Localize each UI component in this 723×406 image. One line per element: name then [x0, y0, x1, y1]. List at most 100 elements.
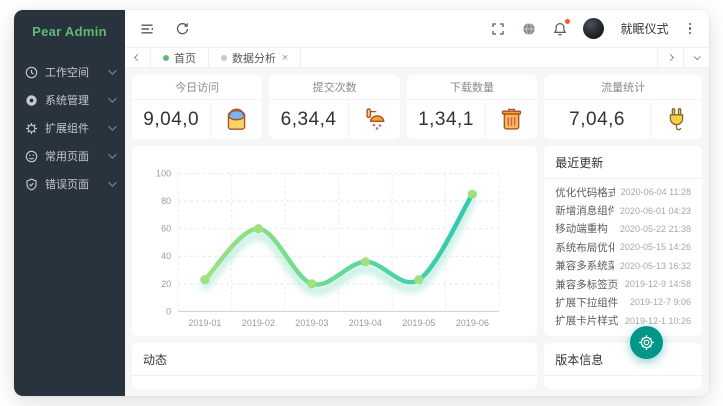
update-list-item[interactable]: 扩展下拉组件 2019-12-7 9:06	[555, 295, 691, 310]
stat-value: 9,04,0	[143, 108, 200, 130]
topbar-left	[139, 21, 189, 36]
visits-line-chart: 0 20 40 60 80 100 2019-01 2019-02 2019-03 2019-04…	[156, 169, 500, 328]
stat-card-traffic: 流量统计 7,04,6	[544, 75, 702, 139]
svg-text:2019-01: 2019-01	[188, 318, 221, 328]
stat-title: 提交次数	[269, 75, 400, 100]
update-time: 2020-05-15 14:26	[619, 242, 691, 253]
inactive-tab-dot	[221, 54, 227, 61]
tab-home[interactable]: 首页	[151, 48, 209, 67]
recent-updates-title: 最近更新	[544, 146, 702, 179]
tabbar-spacer	[301, 48, 657, 67]
tab-close-icon[interactable]: ×	[282, 51, 289, 64]
svg-text:2019-06: 2019-06	[456, 318, 489, 328]
tab-label: 首页	[174, 52, 196, 65]
plug-icon	[649, 100, 702, 139]
update-list-item[interactable]: 兼容多标签页切换 2019-12-9 14:58	[555, 277, 691, 292]
recent-updates-panel: 最近更新 优化代码格式 2020-06-04 11:28 新增消息组件 2020…	[544, 146, 702, 336]
fullscreen-icon[interactable]	[490, 21, 505, 36]
notifications-bell-icon[interactable]	[552, 19, 571, 36]
paint-bucket-icon	[210, 100, 262, 139]
svg-text:2019-03: 2019-03	[295, 318, 328, 328]
dashboard-content: 今日访问 9,04,0 提交次数 6,34,4 下载数量	[125, 68, 709, 396]
chevron-down-icon	[108, 150, 117, 159]
svg-text:40: 40	[161, 251, 171, 261]
stat-title: 今日访问	[132, 75, 263, 100]
update-list-item[interactable]: 新增消息组件 2020-06-01 04:23	[555, 203, 691, 218]
language-globe-icon[interactable]	[521, 21, 536, 36]
svg-text:2019-02: 2019-02	[242, 318, 275, 328]
sidebar-item-system[interactable]: 系统管理	[14, 86, 125, 114]
user-avatar[interactable]	[583, 18, 605, 39]
chevron-down-icon	[108, 94, 117, 103]
sidebar-item-label: 工作空间	[45, 67, 89, 79]
app-window: Pear Admin 工作空间 系统管理 扩展组件	[14, 10, 709, 396]
refresh-icon[interactable]	[174, 21, 189, 36]
update-label: 系统布局优化	[555, 241, 614, 254]
activity-panel: 动态	[132, 343, 538, 389]
svg-text:60: 60	[161, 224, 171, 234]
version-panel: 版本信息	[544, 343, 702, 389]
system-settings-icon	[25, 94, 38, 107]
stat-value: 6,34,4	[280, 108, 337, 130]
components-gear-icon	[25, 122, 38, 135]
update-time: 2019-12-1 10:26	[624, 315, 691, 326]
collapse-menu-icon[interactable]	[139, 21, 154, 36]
main-area: 就眠仪式 首页 数据分析 × 今日访问 9,	[125, 10, 709, 396]
stat-card-downloads: 下载数量 1,34,1	[406, 75, 538, 139]
sidebar-item-label: 扩展组件	[45, 123, 89, 135]
brand-logo[interactable]: Pear Admin	[32, 23, 107, 39]
svg-text:20: 20	[161, 279, 171, 289]
update-list-item[interactable]: 扩展卡片样式 2019-12-1 10:26	[555, 313, 691, 328]
update-label: 新增消息组件	[555, 205, 614, 218]
stat-value: 1,34,1	[418, 108, 474, 130]
workspace-clock-icon	[25, 66, 38, 79]
stat-card-submits: 提交次数 6,34,4	[269, 75, 400, 139]
updates-list: 优化代码格式 2020-06-04 11:28 新增消息组件 2020-06-0…	[544, 179, 702, 336]
chevron-down-icon	[108, 122, 117, 131]
error-shield-icon	[25, 178, 38, 191]
sidebar-item-workspace[interactable]: 工作空间	[14, 58, 125, 86]
update-label: 优化代码格式	[555, 186, 615, 199]
shower-icon	[347, 100, 400, 139]
tabs-scroll-left[interactable]	[125, 48, 151, 67]
update-label: 扩展卡片样式	[555, 315, 619, 328]
svg-text:100: 100	[156, 169, 171, 179]
active-tab-dot	[163, 54, 169, 61]
username[interactable]: 就眠仪式	[620, 22, 669, 36]
activity-title: 动态	[132, 343, 538, 376]
update-time: 2020-05-22 21:38	[619, 223, 691, 234]
update-label: 移动端重构	[555, 223, 608, 236]
sidebar-item-components[interactable]: 扩展组件	[14, 114, 125, 142]
svg-text:2019-05: 2019-05	[402, 318, 435, 328]
update-list-item[interactable]: 兼容多系统菜单模式 2020-05-13 16:32	[555, 258, 691, 273]
sidebar-item-label: 常用页面	[45, 151, 89, 163]
topbar-right: 就眠仪式	[490, 18, 695, 39]
update-time: 2020-05-13 16:32	[619, 260, 691, 271]
chevron-down-icon	[108, 178, 117, 187]
tabs-operations-dropdown[interactable]	[683, 48, 709, 67]
notification-badge	[565, 19, 571, 24]
chevron-down-icon	[108, 66, 117, 75]
svg-text:2019-04: 2019-04	[349, 318, 382, 328]
update-list-item[interactable]: 优化代码格式 2020-06-04 11:28	[555, 185, 691, 200]
update-time: 2019-12-7 9:06	[629, 297, 691, 308]
sidebar-item-label: 系统管理	[45, 95, 89, 107]
update-time: 2020-06-01 04:23	[619, 205, 691, 216]
update-time: 2019-12-9 14:58	[624, 279, 691, 290]
tabs-scroll-right[interactable]	[657, 48, 683, 67]
pages-smile-icon	[25, 150, 38, 163]
stat-title: 下载数量	[406, 75, 538, 100]
tabbar: 首页 数据分析 ×	[125, 47, 709, 68]
more-menu-icon[interactable]	[685, 21, 696, 37]
update-list-item[interactable]: 系统布局优化 2020-05-15 14:26	[555, 240, 691, 255]
visits-line-chart-card[interactable]: 0 20 40 60 80 100 2019-01 2019-02 2019-03 2019-04…	[132, 146, 538, 336]
theme-settings-fab[interactable]	[630, 326, 663, 359]
tab-data-analysis[interactable]: 数据分析 ×	[209, 48, 302, 67]
update-time: 2020-06-04 11:28	[620, 187, 691, 198]
tab-label: 数据分析	[232, 52, 276, 65]
update-label: 扩展下拉组件	[555, 296, 619, 309]
svg-text:80: 80	[161, 196, 171, 206]
sidebar-item-error-pages[interactable]: 错误页面	[14, 170, 125, 198]
sidebar-item-pages[interactable]: 常用页面	[14, 142, 125, 170]
update-list-item[interactable]: 移动端重构 2020-05-22 21:38	[555, 221, 691, 236]
